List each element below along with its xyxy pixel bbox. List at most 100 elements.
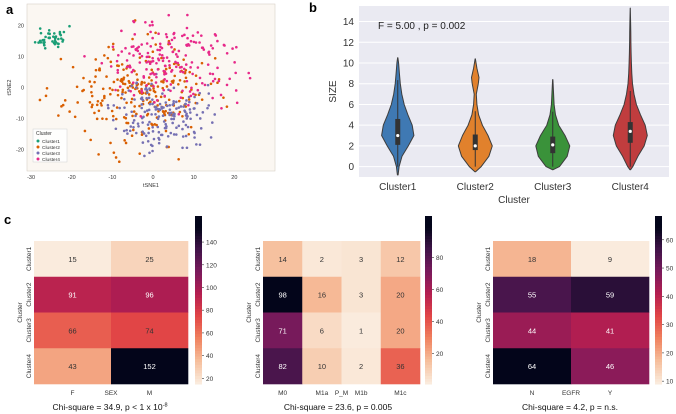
colorbar-segment xyxy=(425,342,432,346)
tsne-point xyxy=(144,87,147,91)
tsne-point xyxy=(47,32,50,35)
violin-y-axis-label: SIZE xyxy=(328,80,339,103)
tsne-point xyxy=(192,130,196,134)
colorbar-segment xyxy=(655,294,662,298)
tsne-point xyxy=(120,96,123,100)
heatmap-cell-value: 66 xyxy=(68,326,76,335)
tsne-point xyxy=(151,144,154,148)
tsne-point xyxy=(131,68,135,72)
colorbar-segment xyxy=(655,249,662,253)
tsne-point xyxy=(211,96,214,100)
tsne-point xyxy=(125,113,128,116)
tsne-point xyxy=(164,101,168,104)
tsne-point xyxy=(177,106,181,109)
colorbar-segment xyxy=(655,255,662,259)
heatmap-cell-value: 44 xyxy=(528,326,536,335)
violin-y-tick-label: 4 xyxy=(348,121,354,132)
tsne-point xyxy=(181,146,184,150)
tsne-x-tick-label: -30 xyxy=(27,175,35,181)
heatmap-cell xyxy=(341,276,382,313)
tsne-point xyxy=(206,83,210,87)
colorbar-segment xyxy=(655,339,662,343)
tsne-point xyxy=(207,51,210,54)
tsne-point xyxy=(146,55,150,59)
tsne-point xyxy=(164,67,168,71)
violin-x-tick-label: Cluster1 xyxy=(379,182,417,193)
tsne-point xyxy=(149,30,152,34)
tsne-point xyxy=(189,39,193,43)
tsne-point xyxy=(143,110,147,114)
colorbar-segment xyxy=(195,319,202,323)
violin-median xyxy=(473,144,477,148)
heatmap-cell-value: 36 xyxy=(396,362,404,371)
tsne-point xyxy=(122,68,125,71)
heatmap-column-label: N xyxy=(530,390,535,397)
tsne-point xyxy=(172,100,175,103)
colorbar-segment xyxy=(425,238,432,242)
tsne-point xyxy=(132,54,135,57)
tsne-point xyxy=(175,133,178,136)
tsne-point xyxy=(146,51,150,55)
tsne-point xyxy=(95,117,99,121)
tsne-point xyxy=(138,52,142,56)
tsne-point xyxy=(163,72,166,76)
colorbar-segment xyxy=(195,322,202,326)
tsne-point xyxy=(148,62,152,66)
tsne-point xyxy=(140,43,144,46)
tsne-point xyxy=(183,109,186,112)
tsne-point xyxy=(38,39,42,43)
tsne-point xyxy=(158,108,162,112)
tsne-point xyxy=(139,115,143,118)
colorbar-segment xyxy=(425,370,432,374)
tsne-point xyxy=(120,63,124,66)
colorbar-segment xyxy=(195,356,202,360)
colorbar-segment xyxy=(655,260,662,265)
tsne-point xyxy=(134,114,137,118)
tsne-point xyxy=(57,114,60,117)
tsne-point xyxy=(173,48,176,51)
tsne-point xyxy=(160,56,163,60)
tsne-point xyxy=(157,141,161,145)
heatmap-cell-value: 91 xyxy=(68,291,76,300)
violin-x-tick-label: Cluster4 xyxy=(612,182,650,193)
tsne-point xyxy=(195,113,199,117)
heatmap-cell xyxy=(263,348,303,385)
tsne-point xyxy=(114,127,118,131)
tsne-point xyxy=(149,45,153,48)
tsne-point xyxy=(99,101,103,105)
heatmap-cell-value: 46 xyxy=(606,362,614,371)
colorbar-segment xyxy=(425,246,432,251)
tsne-point xyxy=(162,106,165,109)
tsne-point xyxy=(217,79,221,83)
tsne-point xyxy=(199,127,203,130)
tsne-point xyxy=(183,33,186,37)
colorbar-segment xyxy=(655,370,662,374)
tsne-point xyxy=(163,77,166,81)
colorbar-segment xyxy=(655,235,662,239)
tsne-point xyxy=(94,58,98,61)
violin-median xyxy=(396,133,400,138)
tsne-point xyxy=(112,104,116,107)
colorbar-segment xyxy=(425,381,432,385)
heatmap-cell-value: 16 xyxy=(318,291,326,300)
colorbar-segment xyxy=(425,280,432,284)
tsne-point xyxy=(33,40,37,44)
tsne-point xyxy=(128,64,132,67)
tsne-point xyxy=(167,41,171,44)
tsne-point xyxy=(105,75,108,78)
colorbar-segment xyxy=(425,367,432,371)
tsne-point xyxy=(148,102,152,106)
tsne-point xyxy=(156,125,160,129)
violin-body xyxy=(612,7,648,171)
tsne-point xyxy=(162,88,166,92)
tsne-point xyxy=(123,139,126,142)
colorbar-segment xyxy=(655,269,662,273)
colorbar-segment xyxy=(425,288,432,293)
tsne-point xyxy=(214,34,218,37)
tsne-point xyxy=(44,35,47,39)
tsne-point xyxy=(73,115,77,119)
tsne-point xyxy=(185,26,189,30)
tsne-point xyxy=(220,106,223,110)
violin-annotation: F = 5.00 , p = 0.002 xyxy=(378,21,466,32)
tsne-point xyxy=(97,153,100,156)
